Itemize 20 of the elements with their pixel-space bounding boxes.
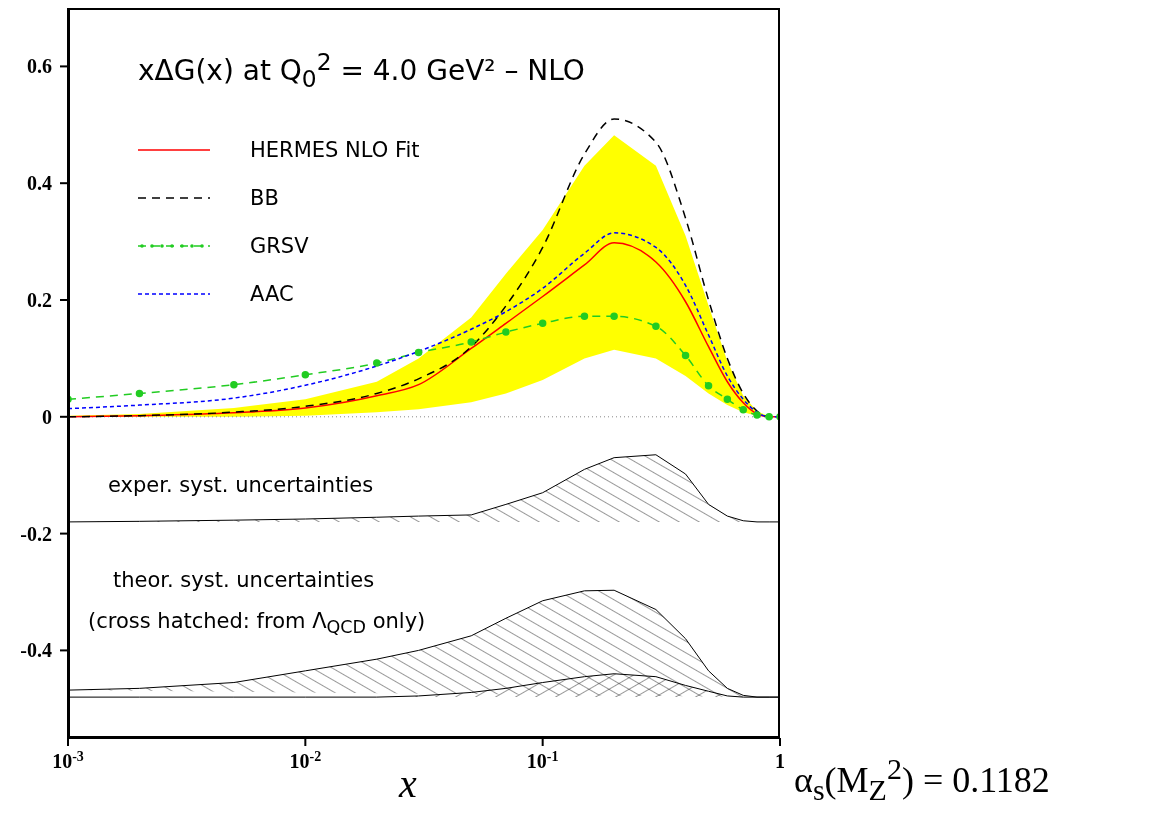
x-tick-label: 1 xyxy=(775,750,785,772)
y-tick-label: 0.2 xyxy=(27,289,52,311)
legend-label: GRSV xyxy=(250,234,309,258)
x-axis-title: x xyxy=(399,760,417,807)
y-tick-label: 0.6 xyxy=(27,55,52,78)
y-tick-label: 0.4 xyxy=(27,172,52,195)
y-tick-label: -0.2 xyxy=(20,522,52,545)
x-tick-label: 10$^{-3}$ xyxy=(52,748,84,772)
text: α$_{s}$(M$_{Z}$$^{2}$) = 0.1182 xyxy=(794,752,1050,808)
legend-label: AAC xyxy=(250,282,294,306)
annotation: exper. syst. uncertainties xyxy=(108,473,374,497)
legend-label: BB xyxy=(250,186,279,210)
x-tick-label: 10$^{-1}$ xyxy=(526,748,559,772)
annotation: theor. syst. uncertainties xyxy=(113,568,375,592)
y-tick-label: 0 xyxy=(42,405,52,428)
annotation: (cross hatched: from Λ$_{QCD}$ only) xyxy=(88,609,426,638)
text: xΔG(x) at Q$_{0}$$^{2}$ = 4.0 GeV² – NLO xyxy=(138,48,585,93)
y-tick-label: -0.4 xyxy=(20,639,52,662)
legend-label: HERMES NLO Fit xyxy=(250,138,420,162)
x-tick-label: 10$^{-2}$ xyxy=(289,748,322,772)
